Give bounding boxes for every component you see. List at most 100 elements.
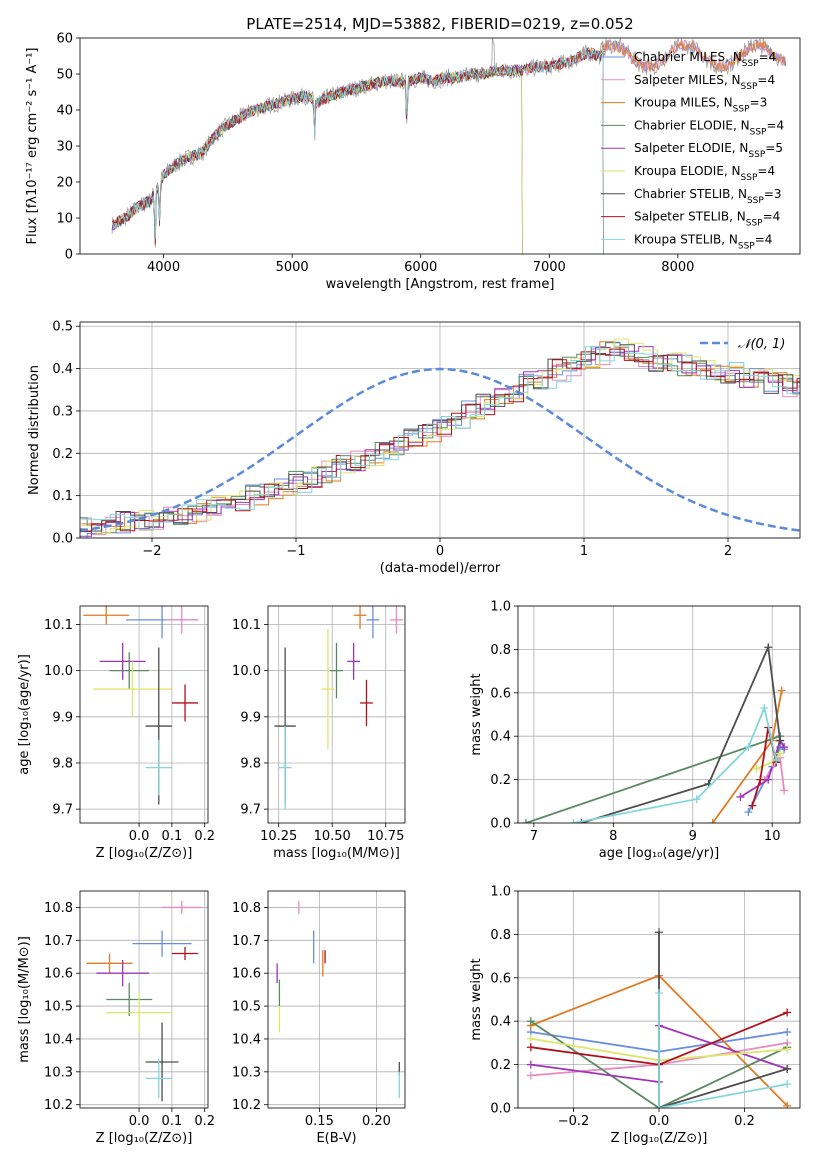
x-tick-label: 0 (436, 544, 444, 559)
y-tick-label: 10.1 (232, 618, 261, 633)
y-tick-label: 0.2 (490, 773, 511, 788)
weight-marker (526, 1017, 535, 1026)
y-tick-label: 0.8 (490, 643, 511, 658)
x-axis-label: Z [log₁₀(Z/Z⊙)] (96, 846, 193, 861)
y-tick-label: 10.5 (44, 1000, 73, 1015)
y-tick-label: 10 (56, 212, 73, 227)
errorbar-chabrier-miles (366, 606, 380, 639)
y-tick-label: 0.6 (490, 971, 511, 986)
x-tick-label: 8000 (661, 260, 694, 275)
chart-title: PLATE=2514, MJD=53882, FIBERID=0219, z=0… (246, 15, 633, 33)
x-tick-label: 2 (724, 544, 732, 559)
y-tick-label: 1.0 (490, 885, 511, 900)
errorbar-kroupa-miles (86, 953, 133, 974)
histogram-salpeter-stelib (80, 348, 800, 533)
weight-marker (760, 703, 769, 712)
errorbar-kroupa-elodie (321, 629, 335, 750)
weight-line (658, 993, 788, 1108)
y-axis-label: mass [log₁₀(M/M⊙)] (17, 936, 32, 1063)
plot-area (80, 338, 800, 538)
weight-marker (752, 764, 761, 773)
y-tick-label: 0.5 (52, 320, 73, 335)
y-tick-label: 40 (56, 104, 73, 119)
weight-marker (780, 743, 789, 752)
weight-line (530, 1020, 788, 1108)
errorbar-salpeter-miles (165, 606, 199, 634)
weight-marker (764, 775, 773, 784)
errorbar-kroupa-miles (353, 606, 367, 630)
weight-marker (764, 643, 773, 652)
weight-marker (655, 928, 663, 937)
x-tick-label: 4000 (147, 260, 180, 275)
x-tick-label: 10.75 (367, 829, 404, 844)
x-tick-label: 7 (530, 829, 538, 844)
x-axis-label: mass [log₁₀(M/M⊙)] (273, 846, 400, 861)
x-tick-label: 0.0 (649, 1114, 670, 1129)
y-tick-label: 0 (65, 248, 73, 263)
y-tick-label: 1.0 (490, 600, 511, 615)
weight-marker (577, 819, 586, 823)
y-tick-label: 9.7 (52, 803, 73, 818)
x-tick-label: 0.1 (162, 1114, 183, 1129)
weight-marker (569, 819, 578, 823)
x-tick-label: 0.2 (734, 1114, 755, 1129)
weight-marker (692, 795, 701, 804)
plot-area (274, 606, 403, 810)
x-tick-label: 0.1 (162, 829, 183, 844)
y-tick-label: 0.6 (490, 686, 511, 701)
x-tick-label: 0.2 (194, 1114, 215, 1129)
weight-marker (526, 1034, 535, 1043)
y-tick-label: 10.4 (232, 1032, 261, 1047)
legend: 𝒩(0, 1) (700, 337, 785, 352)
errorbar-chabrier-elodie (109, 652, 149, 690)
weight-marker (744, 808, 753, 817)
plot-area (111, 38, 787, 254)
x-tick-label: 7000 (533, 260, 566, 275)
model-line-kroupa-elodie (111, 65, 523, 254)
errorbar-kroupa-stelib (278, 726, 292, 810)
axes-frame (517, 890, 801, 1109)
errorbar-kroupa-elodie (106, 992, 172, 1033)
y-tick-label: 0.4 (490, 730, 511, 745)
x-tick-label: 8 (609, 829, 617, 844)
y-tick-label: 0.0 (490, 1102, 511, 1117)
y-axis-label: Normed distribution (27, 365, 42, 495)
weight-marker (736, 792, 745, 801)
y-tick-label: 10.6 (232, 967, 261, 982)
legend-label: Chabrier ELODIE, NSSP=4 (634, 118, 784, 137)
y-tick-label: 10.2 (44, 1098, 73, 1113)
axes-frame (79, 890, 209, 1109)
errorbar-chabrier-miles (132, 930, 192, 957)
errorbar-salpeter-elodie (347, 642, 361, 680)
plot-area (521, 643, 789, 823)
y-tick-label: 60 (56, 32, 73, 47)
x-axis-label: (data-model)/error (380, 561, 501, 576)
plot-area (86, 900, 202, 1102)
y-tick-label: 10.6 (44, 967, 73, 982)
x-tick-label: 0.0 (129, 829, 150, 844)
weight-marker (521, 819, 530, 823)
y-tick-label: 0.2 (52, 447, 73, 462)
y-tick-label: 0.4 (52, 362, 73, 377)
histogram-kroupa-elodie (81, 338, 800, 534)
x-tick-label: 0.2 (194, 829, 215, 844)
errorbar-salpeter-stelib (360, 679, 373, 727)
errorbar-salpeter-stelib (171, 946, 199, 961)
model-line-chabrier-elodie (111, 65, 523, 254)
histogram-kroupa-stelib (81, 345, 800, 530)
errorbar-chabrier-elodie (330, 642, 343, 699)
histogram-chabrier-elodie (80, 342, 800, 534)
x-axis-label: E(B-V) (316, 1131, 356, 1146)
x-tick-label: −2 (142, 544, 161, 559)
axes-frame (79, 605, 209, 824)
weight-marker (776, 749, 785, 758)
axes-frame (79, 37, 801, 255)
x-tick-label: −0.2 (558, 1114, 590, 1129)
x-tick-label: 5000 (276, 260, 309, 275)
x-tick-label: 0.15 (305, 1114, 334, 1129)
errorbar-salpeter-miles (162, 900, 202, 915)
errorbar-kroupa-elodie (93, 661, 172, 717)
panel-weight-vs-Z: −0.2 0.0 0.2 0.0 0.2 0.4 0.6 0.8 1.0 Z [log₁₀(Z/Z… (469, 885, 801, 1146)
weight-marker (783, 1028, 792, 1037)
